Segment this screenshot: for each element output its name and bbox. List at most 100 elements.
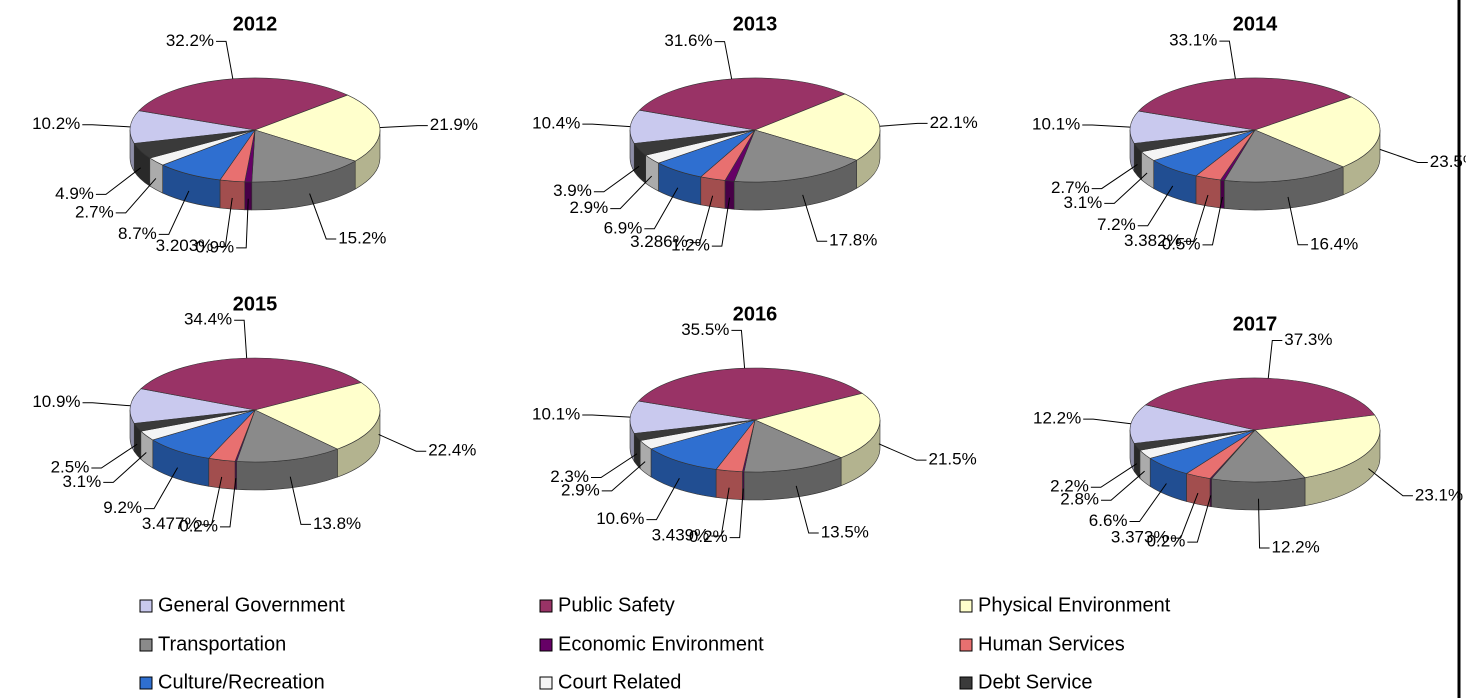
leader-line xyxy=(582,123,631,128)
leader-line xyxy=(610,175,653,210)
leader-line xyxy=(1091,164,1138,190)
legend-label: Culture/Recreation xyxy=(158,671,325,693)
leader-line xyxy=(1101,470,1145,501)
slice xyxy=(1129,110,1256,144)
leader-line xyxy=(234,319,248,359)
data-label: 21.5% xyxy=(928,450,976,469)
leader-line xyxy=(82,402,131,407)
leader-line xyxy=(601,461,646,492)
data-label: 10.4% xyxy=(532,114,580,133)
slice xyxy=(133,409,256,432)
slice-side xyxy=(219,179,246,211)
data-label: 3.477% xyxy=(142,514,200,533)
leader-line xyxy=(1082,124,1131,128)
slice xyxy=(254,94,381,162)
slice xyxy=(1129,404,1256,444)
data-label: 0.2% xyxy=(179,516,218,535)
leader-line xyxy=(593,165,640,193)
leader-line xyxy=(1368,468,1413,497)
pie-title: 2012 xyxy=(233,13,278,35)
leader-line xyxy=(802,194,828,242)
legend-label: Physical Environment xyxy=(978,594,1171,616)
data-label: 2.8% xyxy=(1060,490,1099,509)
leader-line xyxy=(714,41,733,80)
data-label: 33.1% xyxy=(1169,31,1217,50)
pie-group xyxy=(1129,377,1381,511)
slice xyxy=(754,392,881,459)
leader-line xyxy=(1187,495,1212,543)
data-label: 7.2% xyxy=(1097,215,1136,234)
slice xyxy=(743,419,842,473)
legend-label: Debt Service xyxy=(978,671,1093,693)
leader-line xyxy=(646,477,680,521)
slice xyxy=(1254,96,1381,168)
pie-group xyxy=(129,357,381,491)
data-label: 0.2% xyxy=(689,527,728,546)
slice xyxy=(733,129,858,183)
pie-title: 2014 xyxy=(1233,13,1278,35)
pie-group xyxy=(129,77,381,211)
leader-line xyxy=(378,433,427,452)
slice-side xyxy=(715,469,743,501)
leader-line xyxy=(1129,483,1167,523)
leader-line xyxy=(103,452,147,483)
legend-swatch xyxy=(959,638,973,652)
data-label: 3.203% xyxy=(156,236,214,255)
leader-line xyxy=(1183,194,1209,242)
data-label: 3.9% xyxy=(553,181,592,200)
legend-swatch xyxy=(539,599,553,613)
slice-side xyxy=(208,457,236,490)
legend-swatch xyxy=(539,638,553,652)
leader-line xyxy=(1137,185,1174,227)
slice xyxy=(133,129,256,159)
data-label: 10.9% xyxy=(32,392,80,411)
slice xyxy=(129,110,256,144)
leader-line xyxy=(158,190,190,235)
legend-label: Human Services xyxy=(978,633,1125,655)
data-label: 2.7% xyxy=(75,202,114,221)
leader-line xyxy=(879,122,928,127)
slice-side xyxy=(700,176,726,209)
data-label: 9.2% xyxy=(103,498,142,517)
data-label: 3.1% xyxy=(1064,193,1103,212)
legend-swatch xyxy=(539,676,553,690)
data-label: 13.8% xyxy=(313,514,361,533)
data-label: 0.5% xyxy=(1162,234,1201,253)
leader-line xyxy=(219,478,237,528)
slice xyxy=(1254,414,1381,478)
pie-title: 2016 xyxy=(733,303,778,325)
data-label: 22.4% xyxy=(428,441,476,460)
pie-group xyxy=(1129,77,1381,211)
pie-group xyxy=(629,77,881,211)
data-label: 23.1% xyxy=(1415,485,1463,504)
leader-line xyxy=(201,476,223,526)
legend-swatch xyxy=(139,638,153,652)
leader-line xyxy=(1202,196,1223,246)
data-label: 2.3% xyxy=(550,467,589,486)
data-label: 15.2% xyxy=(338,228,386,247)
leader-line xyxy=(1257,498,1270,549)
pie-title: 2015 xyxy=(233,293,278,315)
slice-side xyxy=(1186,473,1211,507)
data-label: 10.1% xyxy=(532,405,580,424)
data-label: 3.1% xyxy=(62,472,101,491)
slice xyxy=(629,400,756,434)
legend-label: Court Related xyxy=(558,671,681,693)
leader-line xyxy=(1219,40,1236,79)
slice xyxy=(236,409,339,463)
legend-swatch xyxy=(139,599,153,613)
leader-line xyxy=(711,487,730,537)
legend-label: Public Safety xyxy=(558,594,675,616)
legend-swatch xyxy=(139,676,153,690)
leader-line xyxy=(795,485,819,534)
legend-swatch xyxy=(959,599,973,613)
data-label: 2.5% xyxy=(51,458,90,477)
leader-line xyxy=(1170,492,1199,539)
leader-line xyxy=(711,197,731,247)
data-label: 0.2% xyxy=(1147,532,1186,551)
data-label: 4.9% xyxy=(55,184,94,203)
data-label: 21.9% xyxy=(430,115,478,134)
data-label: 2.9% xyxy=(561,480,600,499)
slice xyxy=(629,109,756,144)
leader-line xyxy=(1083,418,1131,425)
